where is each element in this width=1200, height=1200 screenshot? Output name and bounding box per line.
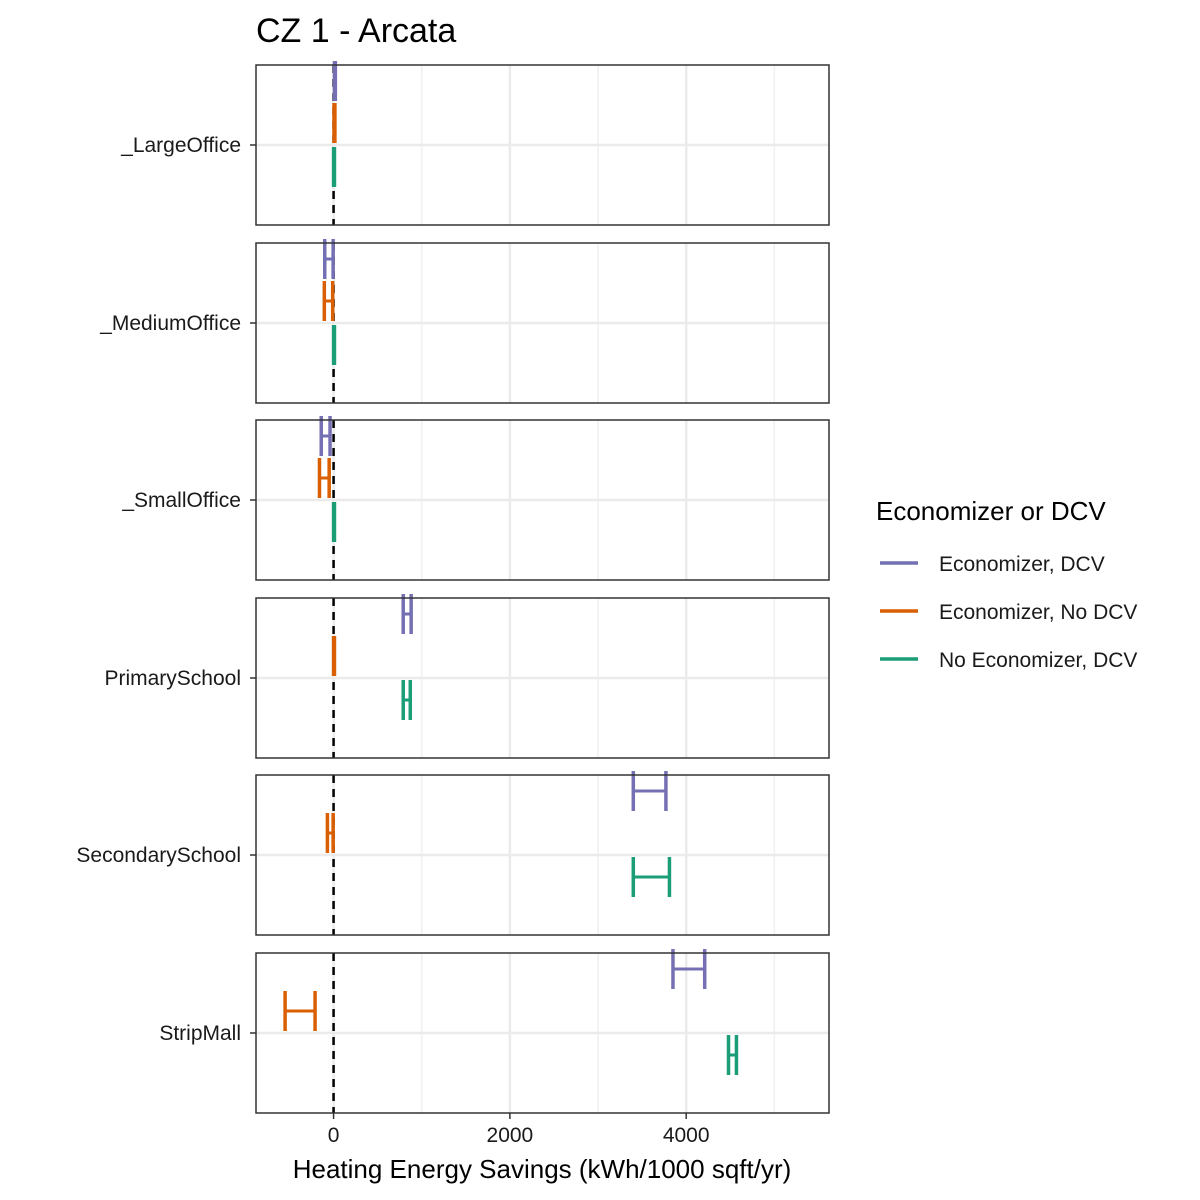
error-bar [631, 771, 668, 811]
facet-panel: PrimarySchool [104, 594, 830, 759]
y-tick-label: PrimarySchool [104, 667, 241, 690]
facet-panel: StripMall [159, 949, 830, 1114]
legend-entries: Economizer, DCV Economizer, No DCV No Econ… [880, 553, 1137, 672]
error-bar [317, 458, 331, 498]
error-bar [726, 1035, 739, 1075]
legend-entry: Economizer, No DCV [880, 601, 1137, 624]
legend-label: No Economizer, DCV [939, 649, 1137, 672]
error-bar [671, 949, 707, 989]
error-bar [401, 680, 413, 720]
legend-entry: Economizer, DCV [880, 553, 1105, 576]
error-bar [331, 325, 337, 365]
facet-panel: _SmallOffice [121, 416, 830, 581]
error-bar [323, 239, 335, 279]
y-tick-label: _MediumOffice [99, 312, 241, 335]
error-bar [331, 502, 337, 542]
x-axis-label: Heating Energy Savings (kWh/1000 sqft/yr… [293, 1154, 792, 1184]
error-bar [631, 857, 672, 897]
error-bar [283, 991, 317, 1031]
x-tick-label: 2000 [487, 1124, 534, 1147]
legend: Economizer or DCV Economizer, DCVEconomi… [876, 496, 1137, 672]
x-tick-label: 4000 [663, 1124, 710, 1147]
facet-panel: _MediumOffice [99, 239, 830, 404]
chart-title: CZ 1 - Arcata [256, 12, 456, 50]
error-bar [332, 61, 338, 101]
y-tick-label: StripMall [159, 1022, 241, 1045]
y-tick-label: _LargeOffice [120, 134, 241, 157]
x-tick-label: 0 [328, 1124, 340, 1147]
error-bar [331, 636, 337, 676]
facet-panel: SecondarySchool [76, 771, 830, 936]
x-axis: 0 2000 4000 [328, 1113, 710, 1147]
facet-panel: _LargeOffice [120, 61, 830, 226]
facet-panels: _LargeOffice _MediumOffice _SmallOffice Pri… [76, 61, 830, 1114]
error-bar [401, 594, 413, 634]
error-bar [325, 813, 335, 853]
legend-label: Economizer, No DCV [939, 601, 1137, 624]
error-bar [319, 416, 332, 456]
legend-label: Economizer, DCV [939, 553, 1105, 576]
y-tick-label: _SmallOffice [121, 489, 241, 512]
error-bar [322, 281, 335, 321]
y-tick-label: SecondarySchool [76, 844, 241, 867]
legend-entry: No Economizer, DCV [880, 649, 1137, 672]
error-bar [332, 103, 337, 143]
legend-title: Economizer or DCV [876, 496, 1106, 526]
error-bar [331, 147, 337, 187]
